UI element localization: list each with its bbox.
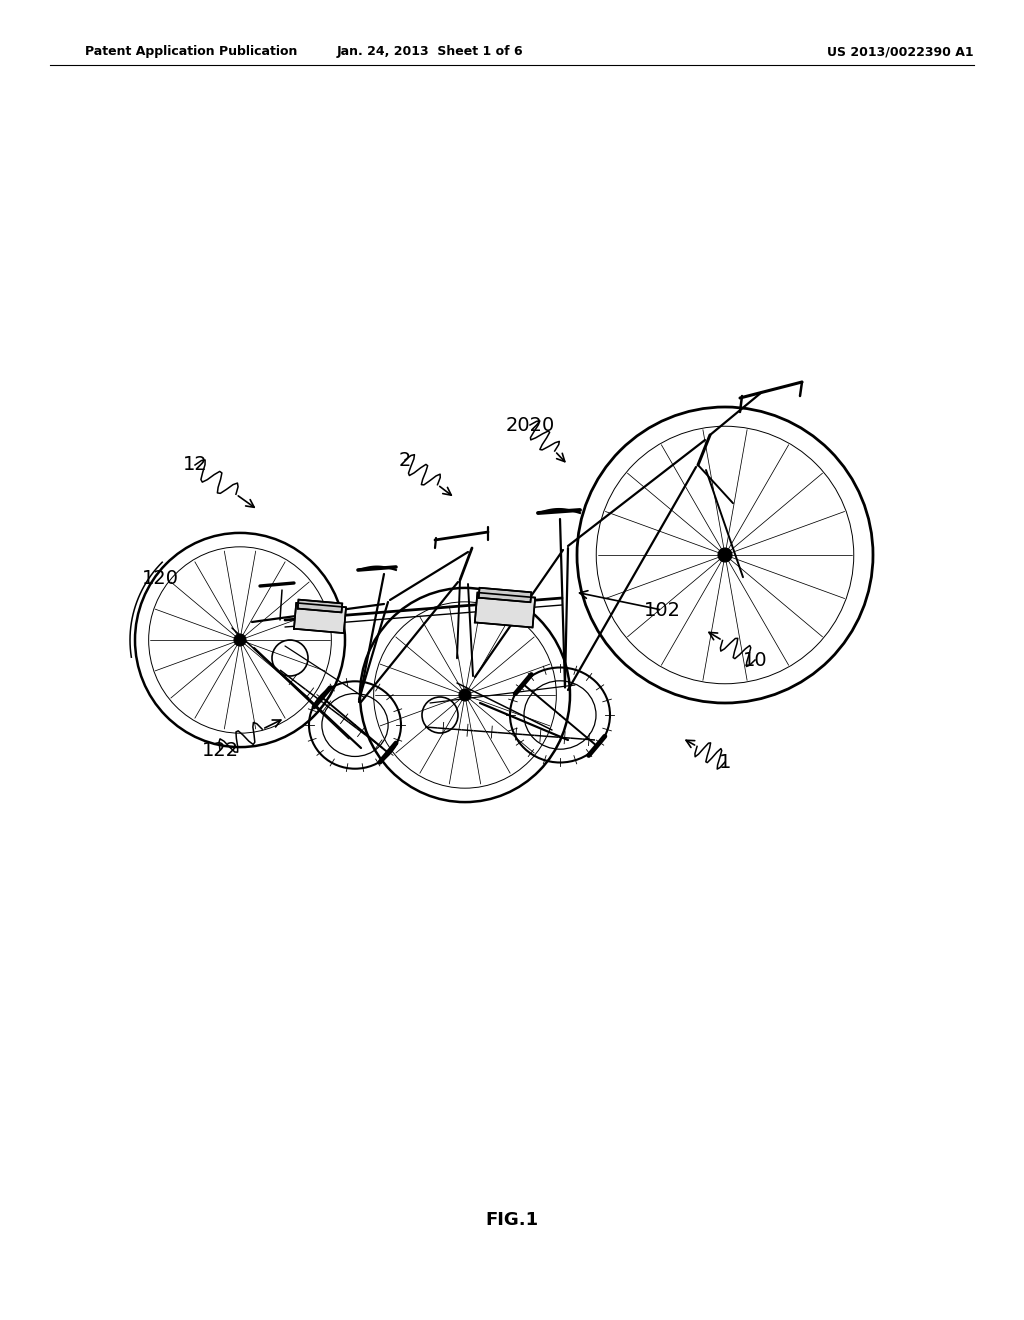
Text: 2: 2 xyxy=(398,450,412,470)
Ellipse shape xyxy=(234,634,246,645)
Text: 122: 122 xyxy=(202,741,239,759)
Text: 2020: 2020 xyxy=(506,416,555,434)
Ellipse shape xyxy=(718,548,732,562)
Text: Jan. 24, 2013  Sheet 1 of 6: Jan. 24, 2013 Sheet 1 of 6 xyxy=(337,45,523,58)
Polygon shape xyxy=(298,599,342,612)
Text: 1: 1 xyxy=(719,752,731,771)
Text: FIG.1: FIG.1 xyxy=(485,1210,539,1229)
Polygon shape xyxy=(478,587,531,602)
Text: US 2013/0022390 A1: US 2013/0022390 A1 xyxy=(826,45,974,58)
Text: 10: 10 xyxy=(742,651,767,669)
Text: 102: 102 xyxy=(643,601,681,619)
Text: 120: 120 xyxy=(141,569,178,587)
Ellipse shape xyxy=(459,689,471,701)
Polygon shape xyxy=(294,603,346,634)
Text: 12: 12 xyxy=(182,455,208,474)
Polygon shape xyxy=(475,593,536,627)
Text: Patent Application Publication: Patent Application Publication xyxy=(85,45,297,58)
